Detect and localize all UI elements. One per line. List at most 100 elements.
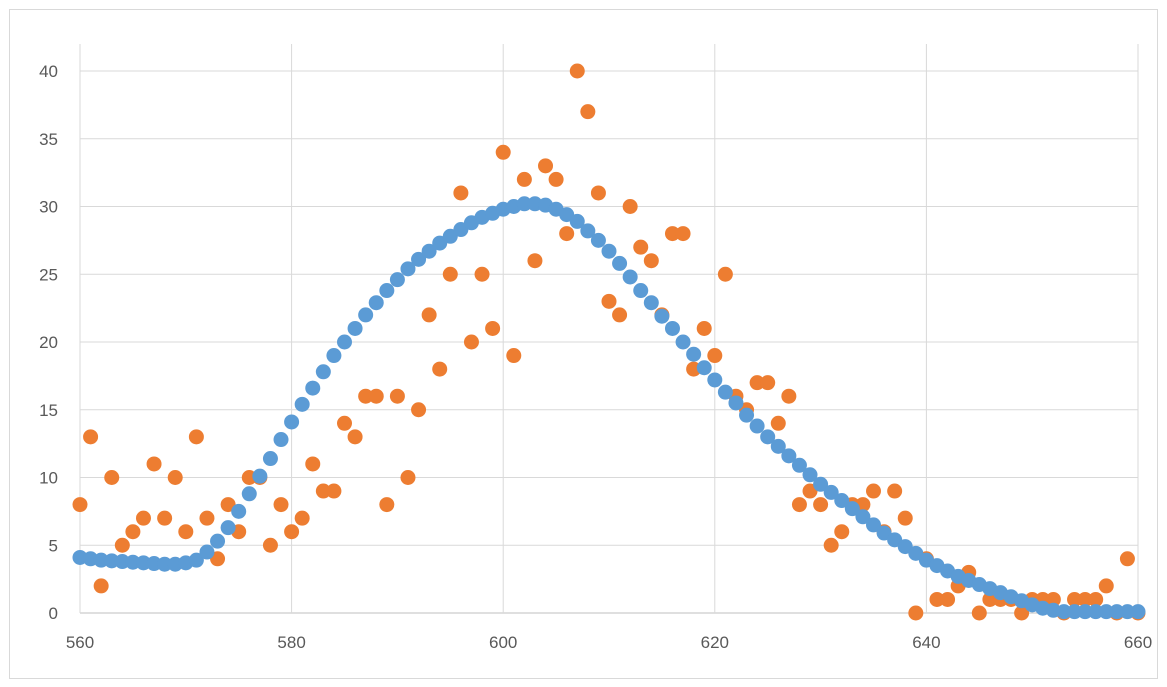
data-point (199, 544, 215, 560)
data-point (633, 283, 649, 299)
data-point (368, 388, 384, 404)
data-point (569, 63, 585, 79)
data-point (1098, 578, 1114, 594)
data-point (823, 484, 839, 500)
data-point (411, 251, 427, 267)
data-point (199, 510, 215, 526)
data-point (760, 429, 776, 445)
data-point (1014, 605, 1030, 621)
y-tick-label: 5 (49, 536, 58, 555)
data-point (262, 451, 278, 467)
data-point (643, 295, 659, 311)
data-point (1067, 604, 1083, 620)
data-point (389, 388, 405, 404)
data-point (326, 483, 342, 499)
data-point (791, 457, 807, 473)
data-point (770, 438, 786, 454)
data-point (104, 470, 120, 485)
data-point (749, 418, 765, 434)
data-point (559, 226, 575, 242)
data-point (897, 510, 913, 526)
x-tick-label: 600 (489, 633, 517, 652)
data-point (516, 196, 532, 212)
data-point (707, 372, 723, 388)
data-point (463, 334, 479, 350)
y-axis-tick-labels: 0 5 10 15 20 25 30 35 40 (39, 62, 58, 623)
data-point (654, 308, 670, 324)
data-point (781, 388, 797, 404)
data-point (252, 468, 268, 484)
data-point (1088, 591, 1104, 607)
data-point (823, 537, 839, 553)
y-tick-label: 30 (39, 198, 58, 217)
data-point (337, 415, 352, 431)
x-tick-label: 640 (912, 633, 940, 652)
data-point (485, 320, 501, 336)
data-point (760, 375, 776, 391)
data-point (622, 199, 638, 214)
data-point (294, 396, 310, 412)
data-point (717, 266, 733, 282)
data-point (358, 307, 374, 323)
data-point (866, 483, 881, 499)
data-point (421, 243, 437, 259)
data-point (178, 524, 194, 540)
y-tick-label: 10 (39, 469, 58, 488)
data-point (590, 232, 606, 248)
data-point (93, 578, 109, 594)
data-point (167, 470, 183, 485)
data-point (1067, 591, 1083, 607)
data-point (389, 272, 405, 288)
data-point (379, 283, 395, 299)
data-point (284, 524, 300, 540)
data-point (347, 320, 363, 336)
data-point (548, 171, 564, 187)
data-point (612, 307, 628, 323)
data-point (834, 493, 850, 509)
x-tick-label: 580 (277, 633, 305, 652)
data-point (643, 253, 659, 269)
data-point (411, 402, 427, 418)
data-point (146, 456, 162, 472)
data-point (887, 483, 903, 499)
data-point (442, 266, 458, 282)
data-point (717, 384, 733, 400)
data-point (241, 486, 257, 502)
data-point (337, 334, 352, 350)
data-point (739, 407, 755, 423)
x-tick-label: 660 (1124, 633, 1152, 652)
data-point (453, 185, 469, 201)
data-point (315, 483, 331, 499)
data-point (844, 501, 860, 517)
data-point (157, 510, 173, 526)
data-point (114, 537, 130, 553)
data-point (538, 158, 554, 174)
data-point (400, 470, 416, 485)
data-point (866, 517, 881, 533)
data-point (125, 524, 141, 540)
data-point (707, 348, 723, 364)
data-point (569, 213, 585, 229)
data-point (791, 497, 807, 513)
data-point (971, 605, 987, 621)
data-point (326, 348, 342, 364)
data-point (516, 171, 532, 187)
data-point (622, 269, 638, 285)
y-tick-label: 15 (39, 401, 58, 420)
y-tick-label: 0 (49, 604, 58, 623)
data-point (601, 293, 617, 309)
data-point (157, 556, 173, 572)
data-point (1119, 551, 1135, 567)
y-tick-label: 35 (39, 130, 58, 149)
data-point (940, 591, 956, 607)
data-point (929, 591, 945, 607)
data-point (675, 334, 691, 350)
data-point (474, 266, 490, 282)
data-point (1088, 604, 1104, 620)
data-point (347, 429, 363, 445)
data-point (188, 552, 204, 568)
data-point (210, 533, 226, 549)
data-point (273, 432, 289, 448)
series-blue (72, 196, 1146, 620)
